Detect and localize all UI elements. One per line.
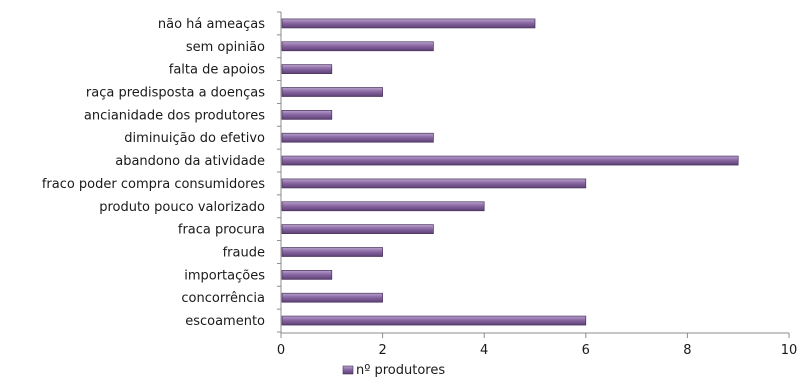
bar bbox=[281, 178, 587, 189]
x-tick-label: 4 bbox=[480, 343, 488, 358]
category-label: produto pouco valorizado bbox=[99, 200, 265, 215]
bar bbox=[281, 87, 383, 97]
bar bbox=[281, 18, 536, 29]
category-label: fraco poder compra consumidores bbox=[42, 177, 265, 192]
x-tick-label: 2 bbox=[378, 343, 386, 358]
category-label: ancianidade dos produtores bbox=[84, 108, 265, 123]
plot-area: não há ameaças sem opinião falta de apoios… bbox=[42, 11, 798, 358]
category-label: importações bbox=[184, 268, 265, 283]
bar bbox=[281, 292, 383, 303]
category-label: não há ameaças bbox=[158, 17, 265, 32]
bar bbox=[281, 247, 383, 257]
legend-label: nº produtores bbox=[356, 363, 445, 378]
category-label: sem opinião bbox=[186, 40, 265, 55]
x-tick-label: 6 bbox=[582, 343, 590, 358]
category-label: abandono da atividade bbox=[115, 154, 265, 169]
bar bbox=[281, 270, 333, 280]
category-label: concorrência bbox=[181, 291, 265, 306]
category-label: fraude bbox=[223, 246, 265, 261]
bar bbox=[281, 110, 333, 120]
bar bbox=[281, 201, 485, 212]
bar bbox=[281, 224, 434, 234]
bar bbox=[281, 155, 739, 166]
bar bbox=[281, 41, 434, 52]
category-label: falta de apoios bbox=[169, 63, 265, 78]
x-tick-label: 8 bbox=[683, 343, 691, 358]
legend: nº produtores bbox=[342, 363, 445, 378]
x-tick-label: 10 bbox=[781, 343, 798, 358]
legend-swatch bbox=[342, 365, 354, 375]
bar bbox=[281, 64, 333, 74]
category-label: diminuição do efetivo bbox=[124, 131, 265, 146]
bar bbox=[281, 132, 434, 143]
category-label: escoamento bbox=[185, 314, 265, 329]
x-tick-label: 0 bbox=[277, 343, 285, 358]
category-label: fraca procura bbox=[178, 223, 265, 238]
bar bbox=[281, 315, 587, 326]
category-label: raça predisposta a doenças bbox=[86, 86, 265, 101]
